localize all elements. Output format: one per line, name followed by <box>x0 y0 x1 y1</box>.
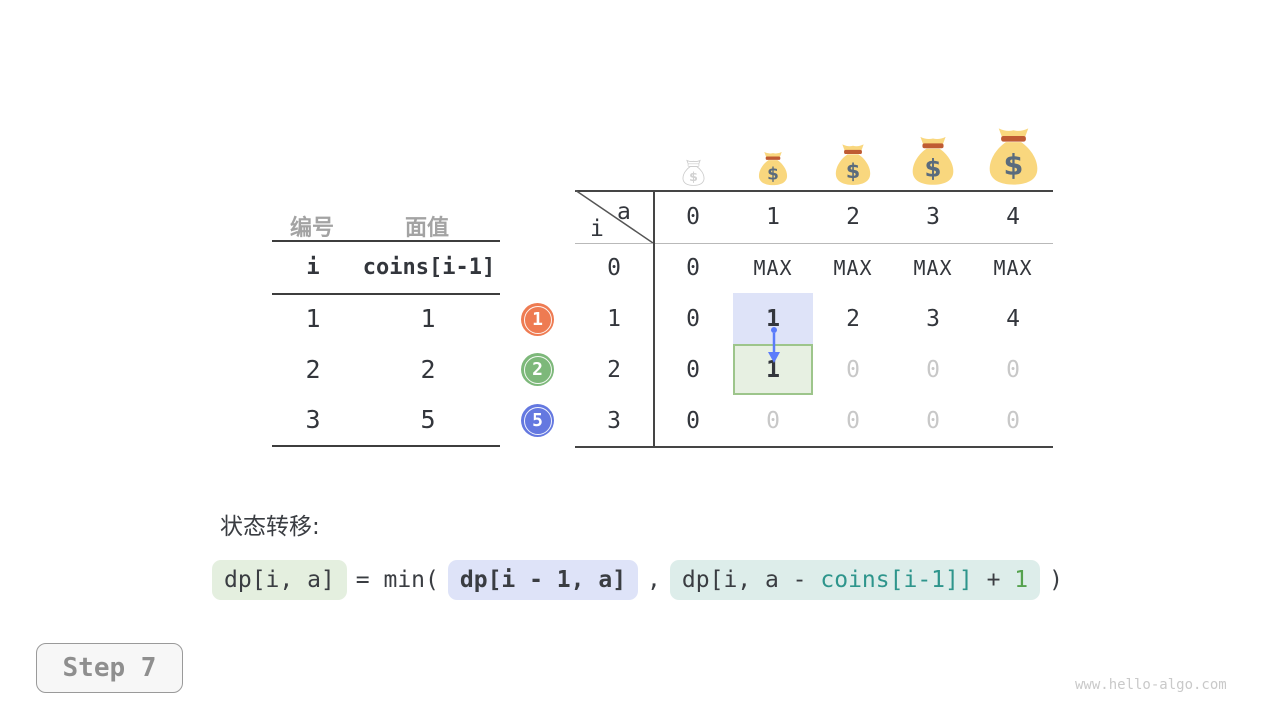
dp-cell: 0 <box>846 356 860 383</box>
coin-badge-label: 2 <box>532 359 543 380</box>
watermark: www.hello-algo.com <box>1075 677 1227 693</box>
dp-cell: 0 <box>766 407 780 434</box>
formula-arg2-one: 1 <box>1014 567 1029 593</box>
formula-arg2-prefix: dp[i, a - <box>681 567 821 593</box>
money-bag-icon <box>907 134 959 186</box>
formula-equals: = min( <box>355 567 439 593</box>
dp-cell: 0 <box>686 407 700 434</box>
dp-table-vertical-border <box>653 190 655 446</box>
money-bag-icon <box>983 125 1044 186</box>
coins-table-cell: 1 <box>305 304 321 333</box>
money-bag-icon <box>755 150 791 186</box>
coin-badge-5: 5 <box>521 404 554 437</box>
dp-cell: MAX <box>753 255 793 280</box>
dp-cell: 0 <box>926 407 940 434</box>
coin-badge-label: 1 <box>532 309 543 330</box>
coin-badge-label: 5 <box>532 410 543 431</box>
coin-badge-1: 1 <box>521 303 554 336</box>
dp-table-top-border <box>575 190 1053 192</box>
formula-arg2-chip: dp[i, a - coins[i-1]] + 1 <box>669 560 1041 600</box>
coins-table-cell: 2 <box>420 355 436 384</box>
coins-table-divider <box>272 445 500 447</box>
dp-row-header: 3 <box>607 407 621 434</box>
dp-cell: 0 <box>686 356 700 383</box>
dp-cell: 0 <box>846 407 860 434</box>
coins-table-var-coins: coins[i-1] <box>362 255 496 280</box>
money-bag-icon <box>831 142 875 186</box>
dp-row-header: 2 <box>607 356 621 383</box>
dp-cell: 3 <box>926 305 940 332</box>
dp-corner-row-var: i <box>590 216 604 242</box>
coins-table-cell: 1 <box>420 304 436 333</box>
dp-col-header: 2 <box>846 204 860 230</box>
formula-arg2-coins: coins[i-1]] <box>820 567 973 593</box>
dp-col-header: 0 <box>686 204 700 230</box>
coins-table-header-number: 编号 <box>289 215 334 241</box>
dp-col-header: 1 <box>766 204 780 230</box>
transition-arrow-down-icon <box>768 327 780 363</box>
dp-cell: MAX <box>833 255 873 280</box>
dp-cell: MAX <box>913 255 953 280</box>
coins-table-header-value: 面值 <box>404 215 449 241</box>
dp-cell: 4 <box>1006 305 1020 332</box>
coin-badge-2: 2 <box>521 353 554 386</box>
dp-col-header: 4 <box>1006 204 1020 230</box>
dp-corner-col-var: a <box>617 199 631 225</box>
dp-cell: 2 <box>846 305 860 332</box>
step-indicator: Step 7 <box>36 643 183 693</box>
coins-table-cell: 5 <box>420 405 436 434</box>
formula-label: 状态转移: <box>220 514 320 540</box>
money-bag-ghost-icon <box>680 159 707 186</box>
dp-row-header: 1 <box>607 305 621 332</box>
formula-arg2-plus: + <box>972 567 1015 593</box>
dp-cell: 0 <box>926 356 940 383</box>
dp-cell: 0 <box>686 305 700 332</box>
formula-lhs-chip: dp[i, a] <box>212 560 347 600</box>
coins-table-divider <box>272 240 500 242</box>
state-transition-formula: dp[i, a] = min( dp[i - 1, a] , dp[i, a -… <box>212 560 1072 600</box>
dp-row-header: 0 <box>607 254 621 281</box>
coins-table-var-i: i <box>306 255 320 280</box>
coins-table-cell: 2 <box>305 355 321 384</box>
dp-cell: 0 <box>1006 407 1020 434</box>
dp-col-header: 3 <box>926 204 940 230</box>
dp-cell: MAX <box>993 255 1033 280</box>
formula-arg1-chip: dp[i - 1, a] <box>447 560 639 600</box>
formula-comma: , <box>647 567 661 593</box>
dp-table-bottom-border <box>575 446 1053 448</box>
coins-table-divider <box>272 293 500 295</box>
coins-table-cell: 3 <box>305 405 321 434</box>
dp-table-corner-diagonal <box>575 190 653 243</box>
formula-close-paren: ) <box>1049 567 1063 593</box>
dp-cell: 0 <box>686 254 700 281</box>
dp-cell: 0 <box>1006 356 1020 383</box>
dp-table-header-border <box>575 243 1053 244</box>
